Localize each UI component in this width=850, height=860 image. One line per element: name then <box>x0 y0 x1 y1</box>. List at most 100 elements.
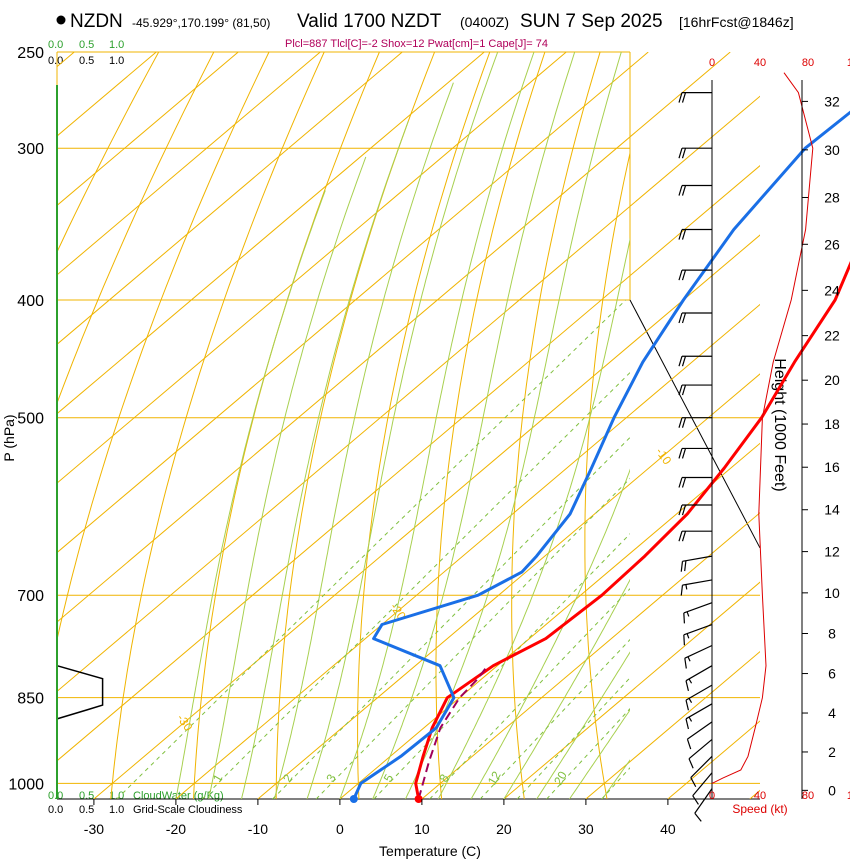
mixing-ratio-line <box>429 588 630 799</box>
isotherm-lines <box>57 52 760 799</box>
wind-barb <box>692 772 713 805</box>
isotherm-line <box>503 581 760 799</box>
wind-speed-axis-title: Speed (kt) <box>732 802 787 816</box>
wind-barb <box>678 355 712 367</box>
wind-barb <box>688 738 713 769</box>
wind-barb <box>678 417 712 428</box>
isotherm-label: -30 <box>174 711 196 734</box>
mixing-ratio-line <box>601 767 630 799</box>
mixing-ratio-line <box>516 677 630 799</box>
mixing-ratio-line <box>116 299 627 799</box>
cloud-cover-bottom-scale-0: 0.0 <box>48 804 63 816</box>
moist-adiabat-line <box>668 52 850 799</box>
wind-barb <box>685 684 713 711</box>
moist-adiabat-line <box>470 468 630 799</box>
pressure-tick-label: 500 <box>17 411 44 428</box>
height-axis-title: Height (1000 Feet) <box>771 358 788 491</box>
cloud-water-scale-0: 0.0 <box>48 39 63 51</box>
moist-adiabat-line <box>273 82 454 799</box>
wind-speed-top-tick: 40 <box>754 57 766 69</box>
moist-adiabat-line <box>569 709 630 799</box>
height-tick-label: 28 <box>824 189 840 205</box>
dry-adiabat-line <box>110 52 325 799</box>
cloud-water-bottom-scale-1: 0.5 <box>79 790 94 802</box>
wind-barb <box>678 384 712 396</box>
wind-barb <box>678 447 712 459</box>
moist-adiabat-line <box>306 52 499 799</box>
pressure-tick-label: 850 <box>17 691 44 708</box>
dry-adiabat-line <box>791 52 850 799</box>
height-tick-label: 8 <box>828 625 836 641</box>
x-tick-label: -20 <box>166 821 186 837</box>
isotherm-line <box>57 95 760 693</box>
isotherm-line <box>257 373 760 799</box>
height-tick-label: 0 <box>828 782 836 798</box>
wind-barb <box>690 755 713 788</box>
height-tick-label: 18 <box>824 416 840 432</box>
height-tick-label: 20 <box>824 372 840 388</box>
mixing-ratio-label: 8 <box>436 771 452 784</box>
dry-adiabat-line <box>57 52 270 642</box>
isotherm-line <box>667 720 760 799</box>
height-tick-label: 24 <box>824 282 840 298</box>
parcel-path <box>417 665 489 800</box>
station-dot-icon <box>56 15 66 25</box>
pressure-tick-label: 250 <box>17 45 44 62</box>
station-id: NZDN <box>70 11 123 32</box>
wind-barb <box>680 555 713 572</box>
valid-zulu: (0400Z) <box>460 14 509 30</box>
wind-barb <box>683 623 713 646</box>
wind-speed-bottom-tick: 40 <box>754 790 766 802</box>
background-grid <box>56 51 761 800</box>
wind-barb <box>685 665 713 691</box>
isotherm-label: -10 <box>653 445 675 468</box>
mixing-ratio-line <box>201 371 630 799</box>
dry-adiabat-line <box>584 150 630 799</box>
height-tick-label: 32 <box>824 93 840 109</box>
height-tick-label: 6 <box>828 666 836 682</box>
height-tick-label: 2 <box>828 744 836 760</box>
cloud-water-scale-2: 1.0 <box>109 39 124 51</box>
cloud-cover-line <box>56 664 104 720</box>
moist-adiabat-line <box>437 237 630 799</box>
wind-barb <box>678 269 712 281</box>
cloud-cover-bottom-scale-1: 0.5 <box>79 804 94 816</box>
mixing-ratio-line <box>272 436 630 799</box>
isotherm-line <box>57 52 731 623</box>
height-tick-label: 26 <box>824 236 840 252</box>
wind-barb <box>694 788 713 822</box>
pressure-tick-label: 700 <box>17 588 44 605</box>
mixing-ratio-line <box>373 533 630 799</box>
moist-adiabat-line <box>175 190 326 799</box>
wind-barb <box>684 644 713 669</box>
cloud-cover-scale-0: 0.0 <box>48 55 63 67</box>
moist-adiabat-line <box>635 52 850 799</box>
wind-barb <box>685 703 713 730</box>
isotherm-line <box>175 303 760 799</box>
x-tick-label: 20 <box>496 821 512 837</box>
height-tick-label: 16 <box>824 459 840 475</box>
dry-adiabat-line <box>57 52 215 405</box>
wind-barb <box>678 228 712 240</box>
pressure-tick-label: 400 <box>17 293 44 310</box>
wind-barb <box>683 602 713 624</box>
mixing-ratio-label: 12 <box>485 769 504 788</box>
wind-barb <box>678 476 712 488</box>
x-axis-title: Temperature (C) <box>379 843 481 859</box>
moist-adiabat-lines <box>175 52 850 799</box>
cloud-cover-scale-2: 1.0 <box>109 55 124 67</box>
height-tick-label: 4 <box>828 705 836 721</box>
valid-date: SUN 7 Sep 2025 <box>520 11 663 32</box>
wind-speed-bottom-tick: 120 <box>847 790 850 802</box>
cloud-cover-label: Grid-Scale Cloudiness <box>133 804 243 816</box>
pressure-tick-label: 1000 <box>8 776 44 793</box>
isotherm-line <box>93 234 760 799</box>
x-tick-label: 0 <box>336 821 344 837</box>
isotherm-line <box>339 442 760 799</box>
sounding-profiles <box>349 110 850 803</box>
height-tick-label: 14 <box>824 502 840 518</box>
wind-barb <box>680 579 713 596</box>
cloud-cover-bottom-scale-2: 1.0 <box>109 804 124 816</box>
isotherm-line <box>57 52 403 345</box>
